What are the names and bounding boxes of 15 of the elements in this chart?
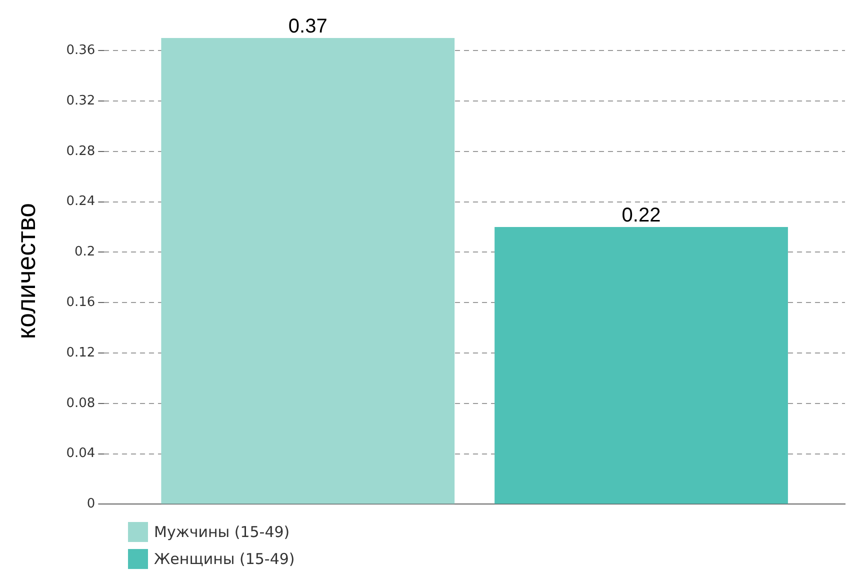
y-tick-label: 0.04 <box>66 446 96 462</box>
legend-label: Мужчины (15-49) <box>154 522 290 540</box>
y-axis-title: количество <box>10 203 41 340</box>
y-tick-label: 0.2 <box>74 244 96 260</box>
y-tick-label: 0 <box>86 496 96 512</box>
y-tick-label: 0.32 <box>66 93 96 108</box>
data-label: 0.37 <box>288 16 328 38</box>
y-tick-label: 0.12 <box>66 345 96 360</box>
y-tick-label: 0.24 <box>66 194 96 210</box>
y-tick-label: 0.36 <box>66 42 96 58</box>
data-label: 0.22 <box>622 204 661 227</box>
y-tick-label: 0.28 <box>66 144 96 159</box>
y-tick-label: 0.16 <box>66 294 96 310</box>
legend-label: Женщины (15-49) <box>154 550 295 568</box>
y-tick-label: 0.08 <box>66 396 96 411</box>
